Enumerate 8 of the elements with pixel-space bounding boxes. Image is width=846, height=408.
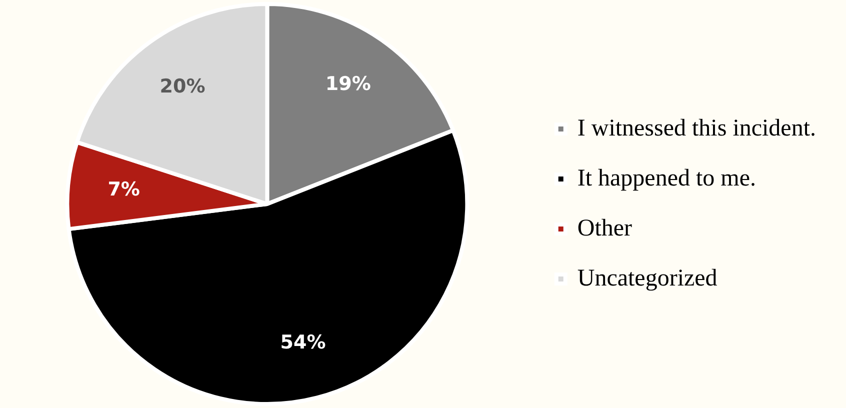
data-label: 54%	[280, 331, 326, 354]
data-label: 19%	[325, 72, 371, 95]
legend-label: It happened to me.	[577, 165, 756, 192]
legend-label: Uncategorized	[577, 265, 718, 292]
legend-label: I witnessed this incident.	[577, 115, 816, 142]
data-label: 20%	[160, 75, 206, 98]
legend-label: Other	[577, 215, 632, 242]
data-label: 7%	[108, 178, 140, 200]
